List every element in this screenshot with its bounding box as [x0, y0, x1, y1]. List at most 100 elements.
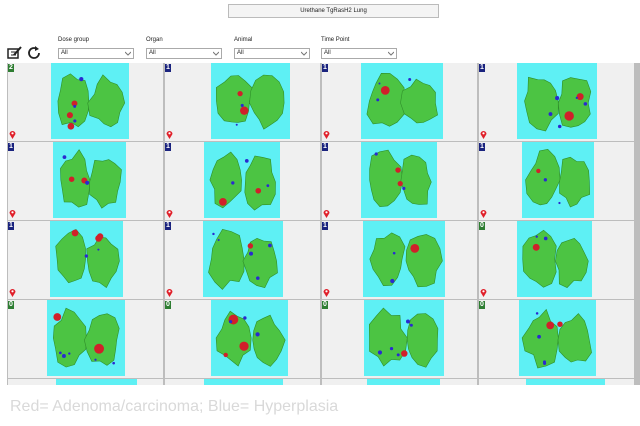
tile[interactable]: [322, 379, 477, 385]
chevron: [388, 51, 394, 56]
legend-caption: Red= Adenoma/carcinoma; Blue= Hyperplasi…: [10, 398, 339, 415]
hyperplasia-spot: [390, 278, 395, 284]
adenoma-spot: [255, 187, 262, 194]
dropdown-arrow: [301, 51, 307, 56]
pin-dot: [11, 132, 14, 135]
hyperplasia-spot: [97, 248, 100, 251]
lung-lobe: [252, 314, 286, 367]
hyperplasia-spot: [94, 358, 97, 361]
adenoma-spot: [395, 167, 401, 173]
tile[interactable]: 1: [479, 142, 634, 220]
chevron: [301, 51, 307, 56]
lung-image: [519, 300, 596, 376]
location-pin: [166, 131, 173, 139]
count-badge: 0: [165, 301, 171, 309]
tile[interactable]: [479, 379, 634, 385]
lung-image: [517, 63, 597, 139]
adenoma-spot: [66, 112, 73, 119]
lung-image: [211, 300, 288, 376]
hyperplasia-spot: [583, 102, 588, 106]
lung-drawing: [60, 149, 122, 209]
edit-button[interactable]: [7, 46, 22, 59]
tile[interactable]: [8, 379, 163, 385]
count-badge: 1: [165, 222, 171, 230]
lung-lobe: [87, 74, 126, 128]
tile[interactable]: 1: [322, 63, 477, 141]
hyperplasia-spot: [73, 119, 77, 123]
tile[interactable]: 0: [165, 300, 320, 378]
lung-lobe: [208, 228, 245, 290]
adenoma-spot: [239, 341, 249, 351]
refresh-button[interactable]: [28, 46, 40, 59]
lung-image: [361, 142, 437, 218]
lung-drawing: [366, 72, 438, 127]
tile[interactable]: 0: [322, 300, 477, 378]
lung-lobe: [244, 155, 276, 211]
hyperplasia-spot: [240, 103, 244, 107]
hyperplasia-spot: [378, 82, 381, 85]
lung-image: [211, 63, 290, 139]
tile[interactable]: 1: [165, 63, 320, 141]
tile[interactable]: 1: [165, 221, 320, 299]
filter-label: Animal: [234, 37, 253, 43]
location-pin: [480, 210, 487, 218]
pin-shape: [9, 131, 16, 139]
lung-image: [47, 300, 125, 376]
hyperplasia-spot: [575, 96, 578, 99]
lung-lobe: [369, 232, 406, 287]
filter-select[interactable]: All: [234, 48, 310, 59]
tile[interactable]: 0: [479, 300, 634, 378]
lung-image: [522, 142, 594, 218]
adenoma-spot: [247, 243, 254, 249]
lung-lobe: [55, 229, 86, 284]
tile[interactable]: 2: [8, 63, 163, 141]
dropdown-arrow: [388, 51, 394, 56]
pin-dot: [168, 290, 171, 293]
lung-image: [56, 379, 137, 385]
hyperplasia-spot: [217, 238, 220, 241]
lung-lobe: [406, 313, 439, 368]
tile[interactable]: 0: [479, 221, 634, 299]
adenoma-spot: [223, 352, 228, 358]
lung-lobe: [559, 156, 591, 208]
filter-select[interactable]: All: [146, 48, 222, 59]
location-pin: [323, 289, 330, 297]
adenoma-spot: [68, 176, 75, 182]
chevron: [125, 51, 131, 56]
hyperplasia-spot: [396, 353, 400, 357]
filter-select[interactable]: All: [321, 48, 397, 59]
tile[interactable]: 1: [8, 221, 163, 299]
hyperplasia-spot: [73, 104, 77, 108]
tile[interactable]: 1: [479, 63, 634, 141]
image-grid: 2 1 1 1 1 1 1 1 1 1 1 0 0 0 0 0: [7, 63, 640, 385]
pin-shape: [166, 210, 173, 218]
lung-drawing: [522, 229, 589, 288]
tile[interactable]: 1: [165, 142, 320, 220]
pin-dot: [11, 211, 14, 214]
count-badge: 1: [479, 143, 485, 151]
pin-shape: [323, 131, 330, 139]
count-badge: 1: [479, 64, 485, 72]
filter-select[interactable]: All: [58, 48, 134, 59]
pin-shape: [323, 289, 330, 297]
adenoma-spot: [557, 321, 563, 327]
hyperplasia-spot: [374, 152, 378, 156]
adenoma-spot: [71, 100, 78, 107]
hyperplasia-spot: [255, 332, 260, 337]
tile[interactable]: 0: [8, 300, 163, 378]
hyperplasia-spot: [249, 251, 254, 256]
tile[interactable]: [165, 379, 320, 385]
lung-lobe: [209, 151, 242, 209]
hyperplasia-spot: [555, 96, 560, 101]
count-badge: 2: [8, 64, 14, 72]
hyperplasia-spot: [243, 316, 247, 320]
tile[interactable]: 1: [322, 221, 477, 299]
pin-shape: [480, 210, 487, 218]
hyperplasia-spot: [244, 159, 249, 163]
tile[interactable]: 1: [322, 142, 477, 220]
location-pin: [323, 210, 330, 218]
lung-lobe: [249, 74, 285, 130]
tile[interactable]: 1: [8, 142, 163, 220]
hyperplasia-spot: [256, 276, 260, 280]
pin-dot: [482, 290, 485, 293]
